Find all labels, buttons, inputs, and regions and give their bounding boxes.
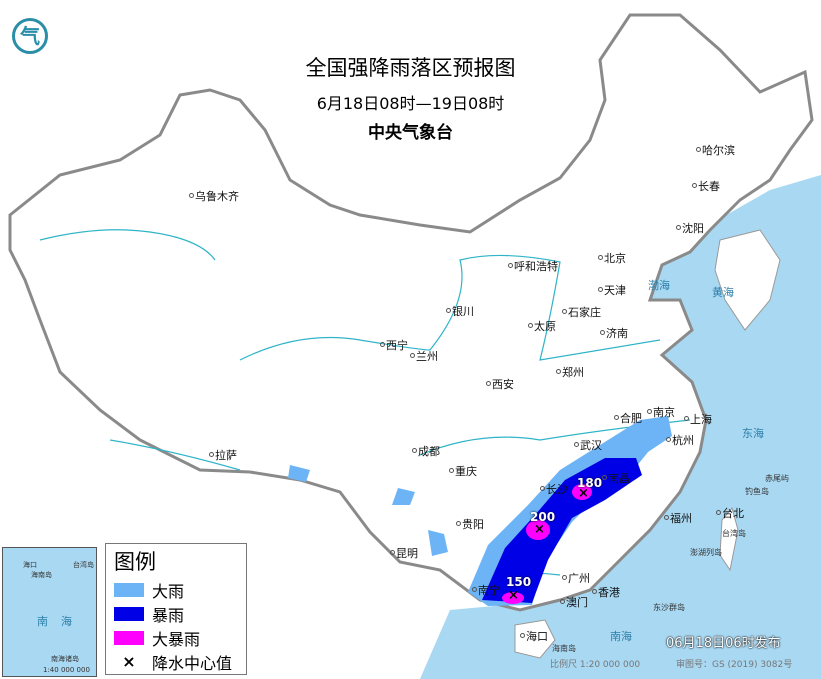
city-label: 郑州 [556, 366, 584, 379]
legend-item-heavy-rainstorm: 大暴雨 [114, 626, 200, 650]
island-label: 钓鱼岛 [745, 487, 769, 496]
sea-label: 渤海 [648, 279, 670, 292]
legend-item-rainstorm: 暴雨 [114, 602, 184, 626]
city-label: 西宁 [380, 339, 408, 352]
city-label: 西安 [486, 378, 514, 391]
inset-label: 南海诸岛 [51, 655, 79, 663]
city-label: 拉萨 [209, 449, 237, 462]
city-label: 合肥 [614, 412, 642, 425]
map-approval-number: 审图号：GS (2019) 3082号 [676, 660, 793, 670]
issue-time: 06月18日06时发布 [666, 636, 781, 651]
city-label: 成都 [412, 445, 440, 458]
city-label: 哈尔滨 [696, 144, 735, 157]
city-label: 兰州 [410, 350, 438, 363]
city-label: 台北 [716, 507, 744, 520]
city-label: 天津 [598, 284, 626, 297]
city-label: 重庆 [449, 465, 477, 478]
map-title: 全国强降雨落区预报图 [305, 56, 516, 80]
city-label: 广州 [562, 572, 590, 585]
south-china-sea-inset: 海口 海南岛 南 海 台湾岛 南海诸岛 1:40 000 000 [2, 547, 97, 677]
city-label: 长沙 [540, 483, 568, 496]
island-label: 东沙群岛 [653, 603, 685, 612]
rain-center-marker: × [508, 588, 519, 603]
city-label: 乌鲁木齐 [189, 190, 239, 203]
city-label: 长春 [692, 180, 720, 193]
legend-item-rain-center: × 降水中心值 [122, 652, 233, 674]
inset-label: 南 [37, 615, 48, 628]
city-label: 南昌 [602, 472, 630, 485]
city-label: 石家庄 [562, 306, 601, 319]
heavy-rain-area-yunnan [288, 465, 448, 556]
sea-label: 黄海 [712, 286, 734, 299]
city-label: 香港 [592, 586, 620, 599]
island-label: 澎湖列岛 [690, 548, 722, 557]
rain-center-value: 150 [506, 575, 532, 589]
inset-label: 海口 [23, 561, 37, 569]
hainan-island [514, 619, 556, 659]
inset-label: 台湾岛 [73, 561, 94, 569]
city-label: 贵阳 [456, 518, 484, 531]
city-label: 杭州 [666, 434, 694, 447]
legend-item-heavy-rain: 大雨 [114, 578, 184, 602]
island-label: 赤尾屿 [765, 474, 789, 483]
city-label: 沈阳 [676, 222, 704, 235]
inset-label: 海 [61, 615, 72, 628]
city-label: 南京 [647, 406, 675, 419]
taiwan-island [719, 506, 739, 572]
rain-center-value: 180 [577, 476, 603, 490]
city-label: 福州 [664, 512, 692, 525]
cma-logo: 气 [12, 18, 48, 54]
inset-label: 海南岛 [31, 571, 52, 579]
heavy-rainstorm-area [572, 484, 592, 500]
rain-center-marker: × [534, 522, 545, 537]
city-label: 济南 [600, 327, 628, 340]
rain-areas [288, 416, 672, 606]
rainstorm-area [482, 458, 642, 603]
city-label: 武汉 [574, 439, 602, 452]
city-label: 昆明 [390, 547, 418, 560]
city-label: 银川 [446, 305, 474, 318]
inset-scale: 1:40 000 000 [43, 666, 90, 674]
city-label: 南宁 [472, 584, 500, 597]
sea-label: 东海 [742, 427, 764, 440]
island-label: 海南岛 [552, 644, 576, 653]
legend-title: 图例 [114, 550, 156, 574]
scale-text: 比例尺 1:20 000 000 [550, 660, 641, 670]
city-label: 澳门 [560, 596, 588, 609]
issuer: 中央气象台 [368, 123, 453, 143]
island-label: 台湾岛 [722, 529, 746, 538]
rivers [39, 229, 691, 581]
legend: 图例 大雨 暴雨 大暴雨 × 降水中心值 [105, 543, 247, 675]
forecast-period: 6月18日08时—19日08时 [316, 94, 505, 113]
city-label: 太原 [528, 320, 556, 333]
heavy-rainstorm-area [502, 592, 524, 604]
city-label: 北京 [598, 252, 626, 265]
rain-center-marker: × [578, 486, 589, 501]
sea-label: 南海 [610, 630, 632, 643]
city-label: 呼和浩特 [508, 260, 558, 273]
city-label: 上海 [684, 413, 712, 426]
heavy-rainstorm-area [526, 520, 550, 540]
rain-center-value: 200 [530, 510, 556, 524]
korea-peninsula [714, 229, 781, 331]
city-label: 海口 [520, 630, 548, 643]
